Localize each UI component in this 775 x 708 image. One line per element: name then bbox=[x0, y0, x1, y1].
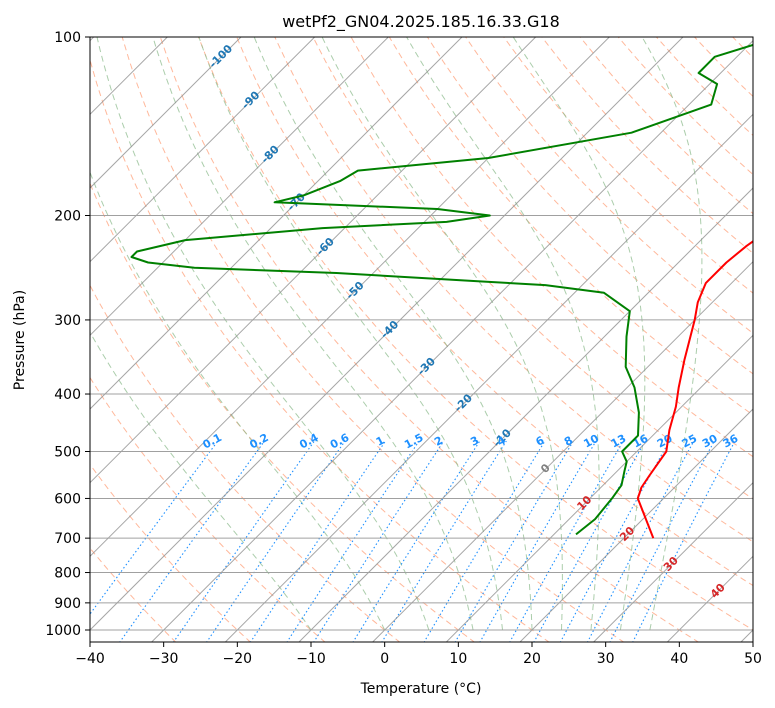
mixing-ratio-line bbox=[454, 440, 574, 642]
temperature-profile-line bbox=[636, 240, 753, 539]
dry-adiabat-line bbox=[503, 37, 753, 294]
isobars bbox=[90, 37, 753, 631]
moist-adiabat-line bbox=[90, 331, 312, 631]
moist-adiabat-line bbox=[406, 37, 600, 631]
isotherm-line bbox=[592, 481, 753, 642]
y-tick-label: 400 bbox=[54, 387, 81, 403]
x-tick-label: 20 bbox=[523, 651, 541, 667]
isotherm-line bbox=[224, 113, 753, 642]
moist-adiabat-line bbox=[512, 37, 646, 631]
chart-title: wetPf2_GN04.2025.185.16.33.G18 bbox=[282, 12, 560, 32]
mixing-ratio-line bbox=[509, 440, 624, 642]
y-tick-label: 700 bbox=[54, 531, 81, 547]
y-tick-label: 100 bbox=[54, 30, 81, 46]
isotherm-line bbox=[298, 187, 753, 642]
isotherm-line bbox=[90, 37, 684, 631]
moist-adiabat-line bbox=[321, 37, 563, 630]
mixing-ratio-label: 13 bbox=[609, 432, 629, 451]
x-tick-label: 40 bbox=[670, 651, 688, 667]
isotherm-line bbox=[90, 37, 316, 263]
mixing-ratio-label: 10 bbox=[581, 432, 601, 451]
x-tick-label: 50 bbox=[744, 651, 762, 667]
x-tick-label: 0 bbox=[380, 651, 389, 667]
mixing-ratio-line bbox=[286, 440, 420, 642]
y-tick-label: 500 bbox=[54, 444, 81, 460]
dry-adiabat-line bbox=[312, 37, 753, 500]
dewpoint-profile-line bbox=[130, 43, 753, 536]
plot-frame bbox=[89, 36, 754, 643]
isotherms bbox=[90, 37, 753, 642]
mixing-ratio-line bbox=[90, 440, 219, 616]
x-tick-label: 30 bbox=[597, 651, 615, 667]
mixing-ratio-line bbox=[249, 440, 386, 642]
isotherm-line bbox=[90, 37, 463, 410]
dry-adiabat-line bbox=[198, 37, 753, 631]
dry-adiabat-line bbox=[159, 37, 700, 642]
isotherm-line bbox=[90, 37, 537, 484]
mixing-ratio-label: 16 bbox=[631, 432, 651, 451]
y-axis-ticks: 1000 900 800 700 600 500 400 300 200 100 bbox=[45, 30, 90, 639]
mixing-ratio-label: 20 bbox=[655, 432, 675, 451]
mixing-ratio-line bbox=[559, 440, 670, 642]
isotherm-line bbox=[519, 408, 753, 642]
mixing-ratio-line bbox=[313, 440, 445, 642]
mixing-ratio-label: 30 bbox=[700, 432, 720, 451]
y-tick-label: 200 bbox=[54, 209, 81, 225]
mixing-ratio-label: 36 bbox=[721, 432, 741, 451]
mixing-ratio-label: 25 bbox=[680, 432, 700, 451]
x-axis-label: Temperature (°C) bbox=[360, 681, 482, 697]
mixing-ratio-line bbox=[479, 440, 597, 642]
y-tick-label: 600 bbox=[54, 491, 81, 507]
y-tick-label: 800 bbox=[54, 566, 81, 582]
moist-adiabat-line bbox=[253, 37, 533, 630]
sounding-series bbox=[130, 43, 753, 539]
isotherm-line bbox=[371, 260, 753, 642]
x-tick-label: −10 bbox=[296, 651, 326, 667]
y-tick-label: 300 bbox=[54, 313, 81, 329]
moist-adiabat-line bbox=[96, 37, 430, 631]
isotherm-line bbox=[90, 37, 389, 337]
x-tick-label: −30 bbox=[149, 651, 179, 667]
isotherm-line bbox=[90, 37, 242, 189]
dry-adiabat-line bbox=[90, 57, 550, 642]
moist-adiabat-line bbox=[152, 37, 474, 631]
mixing-ratio-line bbox=[119, 440, 266, 642]
plot-area: -100-90-80-70-60-50-40-30-20-10010203040… bbox=[90, 37, 753, 642]
x-tick-label: −40 bbox=[75, 651, 105, 667]
y-tick-label: 1000 bbox=[45, 623, 81, 639]
dry-adiabat-line bbox=[90, 376, 326, 642]
isotherm-line bbox=[150, 39, 753, 642]
isotherm-line bbox=[90, 37, 610, 558]
mixing-ratio-line bbox=[423, 440, 546, 642]
y-axis-label: Pressure (hPa) bbox=[12, 290, 28, 390]
moist-adiabat-line bbox=[641, 37, 703, 631]
dry-adiabat-line bbox=[236, 37, 753, 587]
dry-adiabat-line bbox=[274, 37, 753, 543]
moist-adiabat-line bbox=[90, 170, 386, 631]
mixing-ratio-line bbox=[352, 440, 481, 642]
isotherm-line bbox=[445, 334, 753, 642]
mixing-ratio-line bbox=[172, 440, 315, 642]
y-tick-label: 900 bbox=[54, 596, 81, 612]
mixing-ratio-line bbox=[206, 440, 346, 642]
dry-adiabat-line bbox=[90, 463, 251, 642]
x-tick-label: −20 bbox=[223, 651, 253, 667]
moist-adiabats bbox=[90, 37, 703, 631]
x-axis-ticks: −40 −30 −20 −10 0 10 20 30 40 50 bbox=[75, 642, 762, 667]
x-tick-label: 10 bbox=[449, 651, 467, 667]
